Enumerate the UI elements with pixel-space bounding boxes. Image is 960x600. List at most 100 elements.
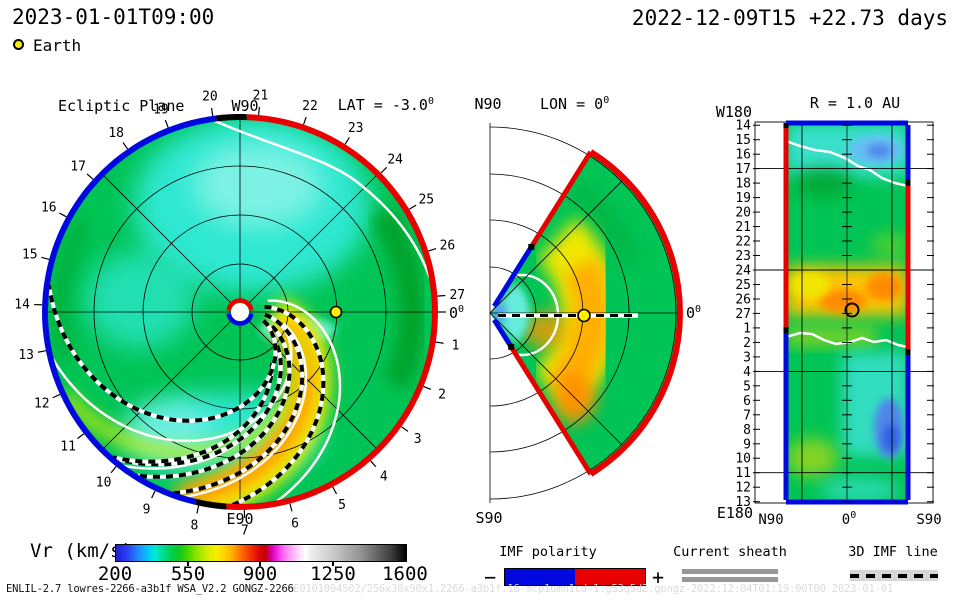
- day-label: 10: [96, 476, 112, 491]
- n90-label: N90: [474, 95, 501, 113]
- day-label: 2: [438, 387, 446, 402]
- day-tick: [37, 350, 46, 353]
- day-row-label: 10: [735, 452, 751, 467]
- day-tick: [41, 256, 50, 260]
- day-row-label: 18: [735, 177, 751, 192]
- imf-3d-line: [173, 312, 305, 496]
- day-row-label: 1: [743, 321, 751, 336]
- current-sheath-line-top: [786, 139, 908, 188]
- run-datetime-offset: 2022-12-09T15 +22.73 days: [631, 6, 948, 30]
- day-row-label: 21: [735, 220, 751, 235]
- imf-line-title: 3D IMF line: [848, 544, 938, 560]
- day-tick: [332, 486, 338, 495]
- imf-polarity-swatches: [504, 568, 646, 586]
- day-tick: [435, 341, 444, 344]
- colorbar-tick: [187, 561, 189, 566]
- day-tick: [86, 173, 94, 180]
- imf-and-sheath-lines: [46, 118, 434, 506]
- day-label: 17: [70, 159, 86, 174]
- colorbar-tick: [259, 561, 261, 566]
- day-tick: [52, 393, 61, 399]
- imf-3d-line: [113, 344, 283, 467]
- day-tick: [110, 466, 117, 474]
- day-label: 1: [452, 339, 460, 354]
- day-tick: [370, 460, 377, 468]
- dense-band: [51, 217, 92, 361]
- day-label: 22: [302, 99, 318, 114]
- meridional-zero-deg-label: 00: [686, 304, 701, 322]
- earth-marker-ecliptic: [329, 305, 343, 319]
- day-tick: [428, 247, 437, 252]
- imf-negative-swatch: [505, 569, 575, 585]
- day-row-label: 11: [735, 466, 751, 481]
- day-row-label: 4: [743, 365, 751, 380]
- day-label: 13: [18, 348, 34, 363]
- r1au-title: R = 1.0 AU: [810, 94, 900, 112]
- day-row-label: 6: [743, 394, 751, 409]
- day-tick: [77, 433, 85, 440]
- day-label: 19: [153, 102, 169, 117]
- day-row-label: 5: [743, 379, 751, 394]
- imf-3d-line: [137, 324, 292, 479]
- s90-label: S90: [475, 509, 502, 527]
- day-tick: [122, 142, 129, 150]
- day-tick: [289, 503, 293, 512]
- colorbar-tick-label: 550: [170, 563, 206, 585]
- r1au-zero-label: 00: [842, 510, 856, 528]
- day-tick: [196, 505, 200, 514]
- day-tick: [151, 490, 156, 499]
- r1au-s90-label: S90: [916, 512, 941, 528]
- e180-label: E180: [717, 504, 753, 522]
- day-tick: [423, 385, 432, 390]
- day-label: 12: [34, 396, 50, 411]
- forecast-datetime: 2023-01-01T09:00: [12, 5, 215, 29]
- day-label: 5: [338, 498, 346, 513]
- day-tick: [164, 119, 169, 128]
- day-label: 25: [418, 192, 434, 207]
- day-row-label: 14: [735, 119, 751, 134]
- day-tick: [408, 204, 417, 210]
- day-row-label: 15: [735, 133, 751, 148]
- meridional-grid: [489, 123, 680, 503]
- day-label: 6: [291, 517, 299, 532]
- colorbar-tick-label: 1600: [382, 563, 428, 585]
- current-sheath-contour: [184, 322, 308, 499]
- current-sheath-contour: [267, 299, 342, 503]
- day-row-label: 8: [743, 423, 751, 438]
- imf-3d-line: [231, 304, 326, 506]
- r1au-n90-label: N90: [758, 512, 783, 528]
- day-label: 8: [190, 519, 198, 534]
- w90-label: W90: [231, 97, 258, 115]
- day-row-label: 12: [735, 481, 751, 496]
- day-row-label: 9: [743, 437, 751, 452]
- r1au-panel: 1415161718192021222324252627123456789101…: [716, 94, 942, 528]
- colorbar-tick: [332, 561, 334, 566]
- day-row-label: 13: [735, 495, 751, 510]
- day-row-label: 25: [735, 278, 751, 293]
- imf-3d-line: [46, 284, 278, 423]
- day-row-label: 7: [743, 408, 751, 423]
- day-label: 20: [202, 90, 218, 105]
- day-tick: [303, 116, 307, 125]
- imf-line-dashes: [850, 574, 938, 578]
- day-row-label: 3: [743, 350, 751, 365]
- day-label: 16: [41, 201, 57, 216]
- e90-label: E90: [226, 510, 253, 528]
- day-tick: [380, 166, 388, 174]
- day-row-label: 22: [735, 235, 751, 250]
- current-sheath-sample: [682, 569, 778, 574]
- sun-ring-negative: [226, 313, 254, 326]
- day-row-label: 19: [735, 191, 751, 206]
- day-tick: [344, 137, 350, 145]
- vr-colorbar: [115, 544, 407, 562]
- imf-3d-line: [112, 362, 274, 464]
- imf-plus-label: +: [652, 565, 665, 589]
- day-label: 24: [387, 152, 403, 167]
- day-row-label: 20: [735, 206, 751, 221]
- rim-negative: [41, 115, 217, 505]
- imf-positive-swatch: [575, 569, 645, 585]
- day-row-label: 17: [735, 162, 751, 177]
- meridional-plane-panel: N90 LON = 00 S90 00: [474, 95, 701, 527]
